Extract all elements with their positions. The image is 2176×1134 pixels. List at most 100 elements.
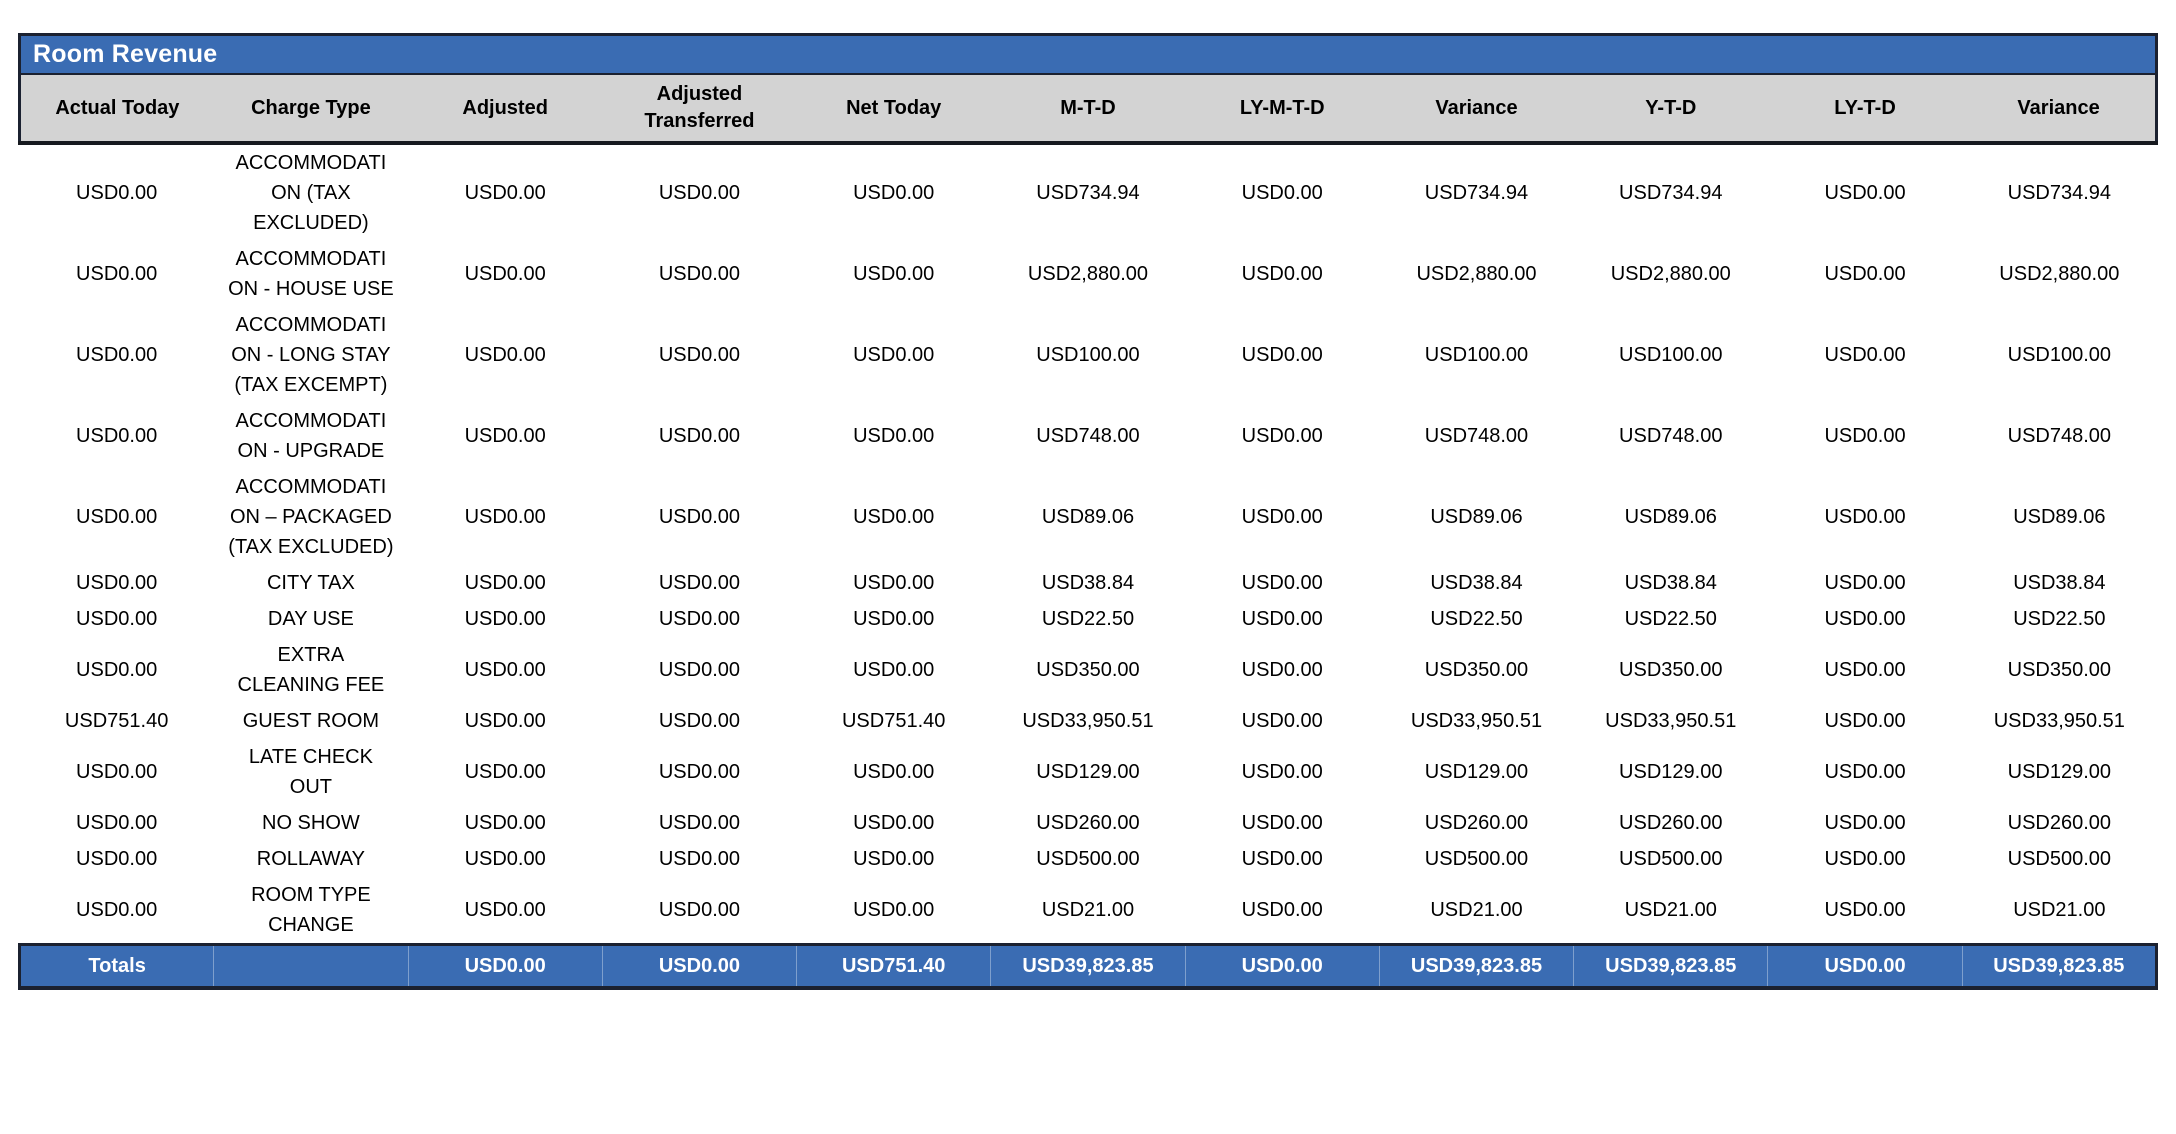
revenue-cell: USD0.00 (796, 143, 991, 241)
revenue-cell: USD0.00 (19, 739, 214, 805)
column-header-ly-t-d: LY-T-D (1767, 74, 1963, 145)
revenue-cell: USD0.00 (602, 739, 797, 805)
column-header-row: Actual Today Charge Type Adjusted Adjusted … (17, 74, 2159, 145)
revenue-cell: USD0.00 (408, 403, 603, 469)
revenue-cell: USD0.00 (1767, 841, 1963, 877)
revenue-cell: USD0.00 (1185, 307, 1380, 403)
charge-type-cell: CITY TAX (213, 565, 409, 601)
revenue-cell: USD748.00 (1379, 403, 1574, 469)
revenue-cell: USD0.00 (1185, 637, 1380, 703)
charge-type-cell: ACCOMMODATION - HOUSE USE (213, 241, 409, 307)
table-row: USD0.00 ROOM TYPE CHANGE USD0.00 USD0.00 USD… (19, 877, 2157, 945)
revenue-cell: USD0.00 (19, 601, 214, 637)
revenue-cell: USD0.00 (19, 403, 214, 469)
revenue-cell: USD0.00 (796, 601, 991, 637)
table-row: USD0.00 ROLLAWAY USD0.00 USD0.00 USD0.00 USD5… (19, 841, 2157, 877)
revenue-cell: USD734.94 (1379, 143, 1574, 241)
revenue-cell: USD0.00 (796, 739, 991, 805)
revenue-cell: USD0.00 (602, 841, 797, 877)
revenue-cell: USD0.00 (602, 469, 797, 565)
revenue-cell: USD350.00 (1379, 637, 1574, 703)
revenue-cell: USD0.00 (19, 637, 214, 703)
totals-cell: USD39,823.85 (1378, 943, 1574, 990)
revenue-cell: USD22.50 (1573, 601, 1768, 637)
table-row: USD0.00 ACCOMMODATION – PACKAGED (TAX EXC… (19, 469, 2157, 565)
revenue-cell: USD0.00 (1767, 307, 1963, 403)
revenue-cell: USD260.00 (1379, 805, 1574, 841)
revenue-cell: USD0.00 (1767, 601, 1963, 637)
totals-cell: USD0.00 (1767, 943, 1963, 990)
charge-type-cell: ROLLAWAY (213, 841, 409, 877)
revenue-cell: USD0.00 (602, 307, 797, 403)
revenue-cell: USD734.94 (1573, 143, 1768, 241)
revenue-cell: USD21.00 (990, 877, 1186, 945)
revenue-cell: USD129.00 (1962, 739, 2157, 805)
revenue-cell: USD0.00 (602, 805, 797, 841)
revenue-cell: USD748.00 (990, 403, 1186, 469)
revenue-cell: USD0.00 (408, 805, 603, 841)
revenue-cell: USD2,880.00 (1573, 241, 1768, 307)
revenue-cell: USD260.00 (990, 805, 1186, 841)
charge-type-cell: DAY USE (213, 601, 409, 637)
revenue-cell: USD0.00 (602, 241, 797, 307)
revenue-cell: USD0.00 (602, 637, 797, 703)
revenue-cell: USD0.00 (408, 877, 603, 945)
revenue-cell: USD260.00 (1573, 805, 1768, 841)
revenue-cell: USD0.00 (1767, 703, 1963, 739)
table-row: USD0.00 ACCOMMODATION (TAX EXCLUDED) USD0.… (19, 143, 2157, 241)
totals-cell: USD0.00 (1184, 943, 1380, 990)
charge-type-cell: ACCOMMODATION - LONG STAY (TAX EXCEMPT) (213, 307, 409, 403)
column-header-y-t-d: Y-T-D (1573, 74, 1768, 145)
revenue-cell: USD0.00 (19, 143, 214, 241)
revenue-cell: USD0.00 (408, 739, 603, 805)
table-row: USD751.40 GUEST ROOM USD0.00 USD0.00 USD751.… (19, 703, 2157, 739)
revenue-cell: USD33,950.51 (1573, 703, 1768, 739)
totals-cell: USD0.00 (407, 943, 603, 990)
revenue-cell: USD100.00 (1379, 307, 1574, 403)
revenue-cell: USD0.00 (1767, 739, 1963, 805)
revenue-cell: USD38.84 (1962, 565, 2157, 601)
column-header-charge-type: Charge Type (213, 74, 409, 145)
revenue-cell: USD0.00 (19, 841, 214, 877)
revenue-cell: USD0.00 (1185, 565, 1380, 601)
revenue-cell: USD0.00 (19, 241, 214, 307)
totals-cell: USD39,823.85 (1573, 943, 1768, 990)
revenue-cell: USD0.00 (1767, 565, 1963, 601)
table-row: USD0.00 LATE CHECK OUT USD0.00 USD0.00 USD0.… (19, 739, 2157, 805)
revenue-cell: USD0.00 (1185, 403, 1380, 469)
revenue-cell: USD0.00 (602, 565, 797, 601)
revenue-cell: USD2,880.00 (1962, 241, 2157, 307)
column-header-variance: Variance (1379, 74, 1574, 145)
revenue-cell: USD89.06 (1962, 469, 2157, 565)
table-row: USD0.00 DAY USE USD0.00 USD0.00 USD0.00 USD22… (19, 601, 2157, 637)
charge-type-cell: EXTRA CLEANING FEE (213, 637, 409, 703)
revenue-cell: USD0.00 (1185, 877, 1380, 945)
revenue-cell: USD33,950.51 (1379, 703, 1574, 739)
revenue-cell: USD0.00 (1767, 877, 1963, 945)
table-row: USD0.00 ACCOMMODATION - HOUSE USE USD0.00 U… (19, 241, 2157, 307)
revenue-cell: USD21.00 (1379, 877, 1574, 945)
revenue-cell: USD38.84 (1573, 565, 1768, 601)
revenue-cell: USD0.00 (408, 469, 603, 565)
room-revenue-report: Room Revenue Actual Today Charge Type Adju… (17, 33, 2159, 990)
totals-cell: USD0.00 (601, 943, 797, 990)
revenue-cell: USD748.00 (1573, 403, 1768, 469)
revenue-cell: USD350.00 (1962, 637, 2157, 703)
table-row: USD0.00 EXTRA CLEANING FEE USD0.00 USD0.00 U… (19, 637, 2157, 703)
revenue-cell: USD0.00 (19, 307, 214, 403)
revenue-cell: USD0.00 (408, 241, 603, 307)
revenue-cell: USD0.00 (1185, 143, 1380, 241)
revenue-cell: USD33,950.51 (1962, 703, 2157, 739)
revenue-cell: USD21.00 (1962, 877, 2157, 945)
revenue-cell: USD0.00 (408, 601, 603, 637)
revenue-cell: USD500.00 (1573, 841, 1768, 877)
revenue-cell: USD0.00 (796, 841, 991, 877)
table-row: USD0.00 NO SHOW USD0.00 USD0.00 USD0.00 USD26… (19, 805, 2157, 841)
revenue-cell: USD0.00 (408, 143, 603, 241)
revenue-cell: USD0.00 (408, 841, 603, 877)
column-header-adjusted-transferred: Adjusted Transferred (602, 74, 797, 145)
revenue-cell: USD0.00 (1767, 637, 1963, 703)
revenue-cell: USD22.50 (990, 601, 1186, 637)
revenue-cell: USD0.00 (408, 637, 603, 703)
revenue-cell: USD0.00 (602, 143, 797, 241)
